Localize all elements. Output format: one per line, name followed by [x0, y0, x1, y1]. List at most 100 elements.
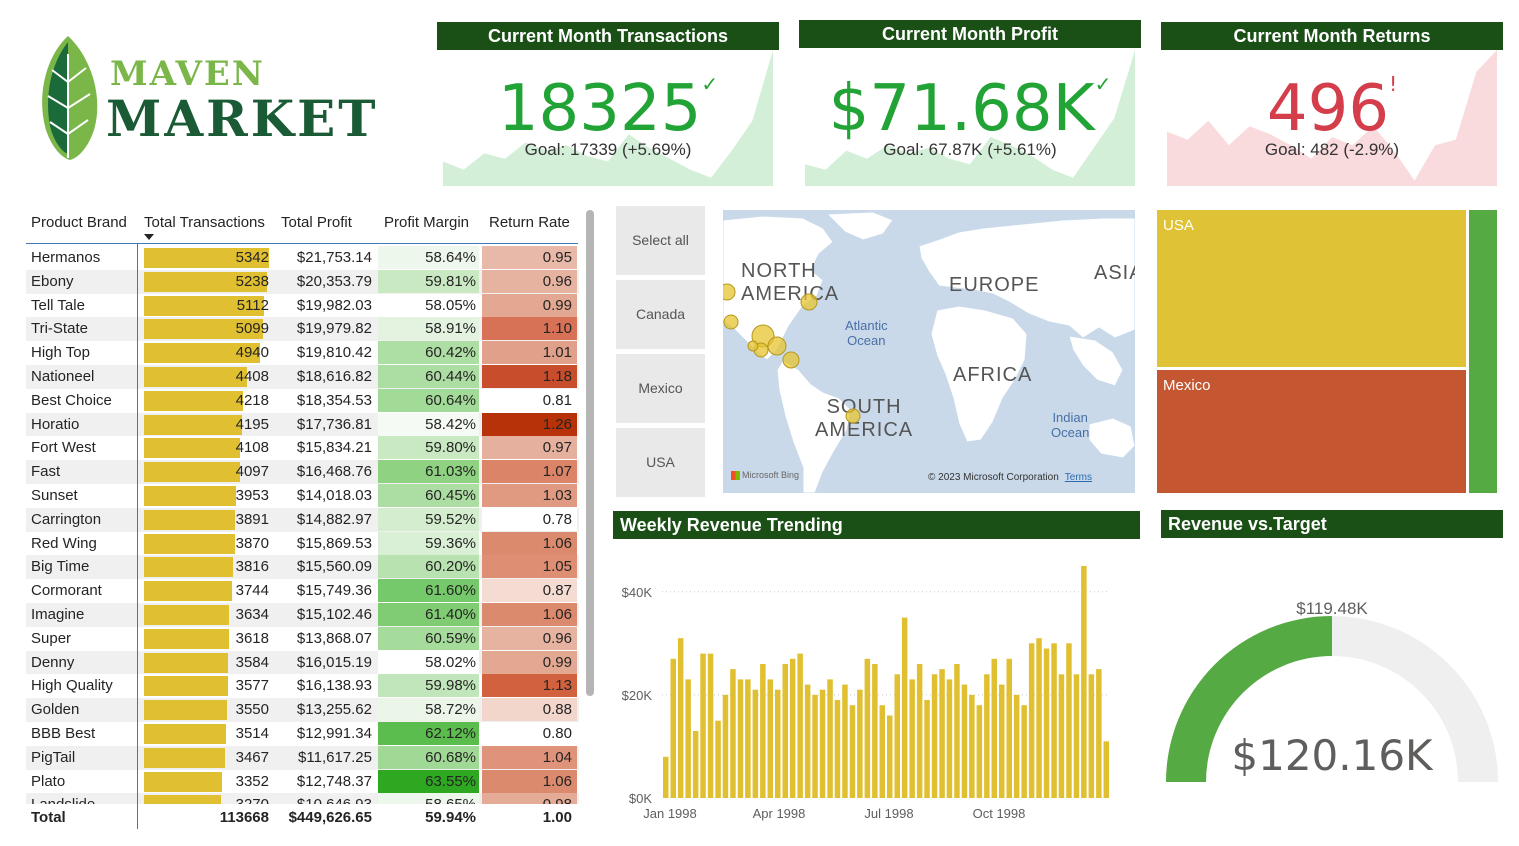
cell-brand: Golden: [31, 701, 80, 719]
slicer-usa[interactable]: USA: [616, 428, 705, 497]
revenue-bar: [849, 705, 856, 798]
table-row[interactable]: BBB Best 3514 $12,991.34 62.12% 0.80: [26, 722, 579, 746]
table-row[interactable]: PigTail 3467 $11,617.25 60.68% 1.04: [26, 745, 579, 770]
table-row[interactable]: Landslide 3270$10,646.93 58.65% 0.98: [26, 793, 579, 804]
cell-brand: High Quality: [31, 677, 113, 695]
cell-transactions: 3577: [235, 677, 269, 695]
return-cell-bg: [482, 341, 577, 365]
cell-margin: 60.59%: [425, 629, 476, 647]
revenue-bar: [782, 664, 788, 798]
column-header-profit[interactable]: Total Profit: [281, 214, 352, 231]
treemap-tile-usa[interactable]: USA: [1157, 210, 1466, 367]
table-row[interactable]: Nationeel 4408 $18,616.82 60.44% 1.18: [26, 365, 579, 389]
bing-attribution: Microsoft Bing: [731, 470, 799, 481]
margin-cell-bg: [378, 745, 479, 769]
total-margin: 59.94%: [425, 809, 476, 826]
transactions-databar: [144, 509, 235, 530]
margin-cell-bg: [378, 531, 479, 555]
sparkline-area: [1167, 50, 1497, 186]
revenue-bar: [954, 664, 960, 798]
table-row[interactable]: Ebony 5238 $20,353.79 59.81% 0.96: [26, 269, 579, 294]
table-row[interactable]: High Quality 3577 $16,138.93 59.98% 1.13: [26, 674, 579, 698]
margin-cell-bg: [378, 341, 479, 365]
cell-return-rate: 1.03: [542, 487, 572, 504]
cell-brand: Red Wing: [31, 534, 97, 552]
cell-margin: 60.44%: [425, 368, 476, 385]
treemap-tile-mexico[interactable]: Mexico: [1157, 370, 1466, 493]
cell-return-rate: 0.81: [542, 391, 572, 409]
transactions-databar: [144, 652, 228, 673]
kpi-sparkline: [805, 50, 1135, 186]
cell-return-rate: 0.97: [542, 439, 572, 457]
cell-transactions: 4218: [235, 391, 269, 409]
column-header-margin[interactable]: Profit Margin: [384, 214, 470, 231]
weekly-revenue-chart[interactable]: $0K $20K $40K Jan 1998 Apr 1998 Jul 1998 Oct 1…: [612, 546, 1142, 836]
country-treemap[interactable]: USA Mexico: [1157, 210, 1497, 493]
table-row[interactable]: Hermanos 5342 $21,753.14 58.64% 0.95: [26, 246, 579, 270]
revenue-bar: [685, 679, 691, 798]
table-row[interactable]: Tri-State 5099 $19,979.82 58.91% 1.10: [26, 317, 579, 342]
slicer-mexico[interactable]: Mexico: [616, 354, 705, 423]
treemap-tile-canada[interactable]: [1469, 210, 1497, 493]
table-row[interactable]: Tell Tale 5112 $19,982.03 58.05% 0.99: [26, 293, 579, 318]
map-terms-link[interactable]: Terms: [1064, 472, 1092, 483]
table-body[interactable]: Hermanos 5342 $21,753.14 58.64% 0.95 Ebony 523…: [26, 246, 581, 804]
transactions-databar: [144, 628, 229, 649]
slicer-canada[interactable]: Canada: [616, 280, 705, 349]
transactions-databar: [144, 414, 242, 435]
cell-transactions: 4940: [235, 344, 269, 362]
table-row[interactable]: High Top 4940 $19,810.42 60.42% 1.01: [26, 341, 579, 365]
table-row[interactable]: Imagine 3634 $15,102.46 61.40% 1.06: [26, 603, 579, 627]
revenue-bar: [916, 664, 923, 798]
cell-profit: $16,468.76: [296, 463, 372, 481]
table-row[interactable]: Cormorant 3744 $15,749.36 61.60% 0.87: [26, 579, 579, 603]
transactions-databar: [144, 486, 236, 506]
cell-transactions: 3816: [235, 558, 269, 576]
table-row[interactable]: Sunset 3953 $14,018.03 60.45% 1.03: [26, 484, 579, 508]
total-label: Total: [31, 809, 66, 826]
table-row[interactable]: Plato 3352 $12,748.37 63.55% 1.06: [26, 769, 579, 794]
return-cell-bg: [482, 484, 577, 507]
kpi-transactions-card: Current Month Transactions 18325✓ Goal: …: [437, 20, 779, 190]
cell-return-rate: 1.01: [542, 344, 572, 362]
cell-profit: $18,354.53: [296, 391, 372, 409]
revenue-bar: [1021, 705, 1027, 798]
table-scrollbar[interactable]: [586, 210, 594, 696]
revenue-bar: [789, 658, 796, 798]
slicer-select-all[interactable]: Select all: [616, 206, 705, 275]
y-tick-label: $0K: [629, 791, 652, 806]
transactions-databar: [144, 557, 233, 578]
revenue-bar: [730, 669, 736, 798]
x-tick-label: Jul 1998: [864, 806, 913, 821]
table-row[interactable]: Super 3618 $13,868.07 60.59% 0.96: [26, 626, 579, 651]
table-row[interactable]: Carrington 3891 $14,882.97 59.52% 0.78: [26, 507, 579, 532]
store-bubble: [845, 408, 861, 424]
revenue-bar: [745, 679, 751, 798]
column-header-brand[interactable]: Product Brand: [31, 214, 127, 231]
margin-cell-bg: [378, 769, 479, 793]
table-row[interactable]: Denny 3584 $16,015.19 58.02% 0.99: [26, 650, 579, 675]
revenue-bar: [804, 684, 811, 798]
column-header-transactions[interactable]: Total Transactions: [144, 214, 265, 231]
column-header-return-rate[interactable]: Return Rate: [489, 214, 570, 231]
revenue-bar: [1066, 643, 1072, 798]
kpi-title: Current Month Returns: [1161, 22, 1503, 50]
margin-cell-bg: [378, 507, 479, 531]
table-row[interactable]: Big Time 3816 $15,560.09 60.20% 1.05: [26, 555, 579, 580]
kpi-value: 18325✓: [497, 72, 719, 146]
table-row[interactable]: Horatio 4195 $17,736.81 58.42% 1.26: [26, 412, 579, 437]
cell-transactions: 3270: [144, 793, 269, 804]
table-row[interactable]: Best Choice 4218 $18,354.53 60.64% 0.81: [26, 388, 579, 413]
cell-transactions: 4108: [235, 439, 269, 457]
table-row[interactable]: Golden 3550 $13,255.62 58.72% 0.88: [26, 698, 579, 722]
cell-transactions: 4408: [235, 368, 269, 385]
return-cell-bg: [482, 674, 577, 698]
table-row[interactable]: Fast 4097 $16,468.76 61.03% 1.07: [26, 460, 579, 484]
margin-cell-bg: [378, 388, 479, 412]
table-row[interactable]: Red Wing 3870 $15,869.53 59.36% 1.06: [26, 531, 579, 556]
gauge-value: $120.16K: [1231, 731, 1434, 780]
revenue-bar: [1013, 694, 1020, 798]
cell-transactions: 3584: [235, 653, 269, 671]
table-row[interactable]: Fort West 4108 $15,834.21 59.80% 0.97: [26, 436, 579, 460]
